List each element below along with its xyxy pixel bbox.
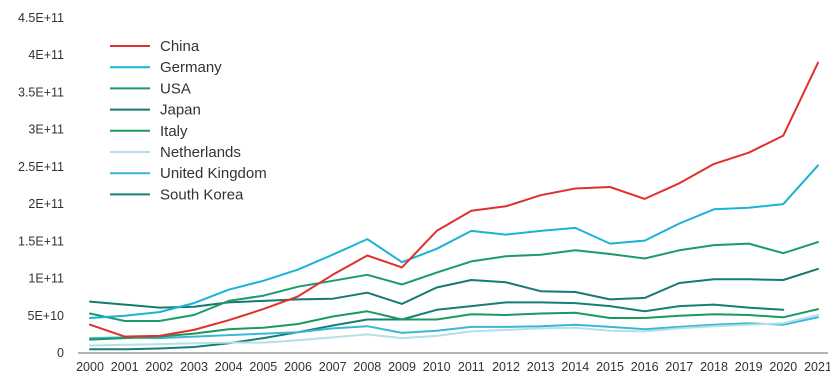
x-tick-label: 2012 xyxy=(492,360,520,372)
y-tick-label: 1.5E+11 xyxy=(18,234,64,248)
legend-item-netherlands: Netherlands xyxy=(110,144,241,161)
legend-item-south-korea: South Korea xyxy=(110,186,244,203)
x-tick-label: 2017 xyxy=(665,360,693,372)
legend-label: South Korea xyxy=(160,186,244,203)
series-line-usa xyxy=(89,241,819,322)
series-line-south-korea xyxy=(89,301,785,351)
legend-item-italy: Italy xyxy=(110,123,188,140)
x-tick-label: 2005 xyxy=(249,360,277,372)
series-line-germany xyxy=(89,164,819,319)
x-tick-label: 2004 xyxy=(215,360,243,372)
legend-item-germany: Germany xyxy=(110,59,222,76)
x-tick-label: 2007 xyxy=(319,360,347,372)
y-tick-label: 3E+11 xyxy=(28,123,64,137)
y-tick-label: 3.5E+11 xyxy=(18,85,64,99)
y-tick-label: 4E+11 xyxy=(28,48,64,62)
legend-label: USA xyxy=(160,80,191,97)
y-tick-label: 2.5E+11 xyxy=(18,160,64,174)
legend-label: Japan xyxy=(160,102,201,119)
x-tick-label: 2002 xyxy=(145,360,173,372)
x-tick-label: 2018 xyxy=(700,360,728,372)
x-tick-label: 2001 xyxy=(111,360,139,372)
x-tick-label: 2014 xyxy=(561,360,589,372)
x-tick-label: 2006 xyxy=(284,360,312,372)
series-line-united-kingdom xyxy=(89,316,819,340)
x-tick-label: 2013 xyxy=(527,360,555,372)
x-tick-label: 2000 xyxy=(76,360,104,372)
x-tick-label: 2008 xyxy=(353,360,381,372)
series-line-italy xyxy=(89,308,819,341)
legend-label: Italy xyxy=(160,123,188,140)
y-tick-label: 1E+11 xyxy=(28,272,64,286)
legend-label: China xyxy=(160,38,200,55)
legend: China Germany USA Japan Italy Netherlands Unit… xyxy=(110,38,267,203)
x-tick-label: 2020 xyxy=(769,360,797,372)
x-tick-label: 2011 xyxy=(458,360,485,372)
x-tick-label: 2010 xyxy=(423,360,451,372)
x-tick-label: 2019 xyxy=(735,360,763,372)
x-tick-label: 2021 xyxy=(804,360,830,372)
y-tick-label: 4.5E+11 xyxy=(18,11,64,25)
legend-label: Netherlands xyxy=(160,144,241,161)
legend-item-japan: Japan xyxy=(110,102,201,119)
legend-item-china: China xyxy=(110,38,200,55)
series-line-netherlands xyxy=(89,314,819,347)
x-tick-label: 2016 xyxy=(631,360,659,372)
x-axis-ticks: 2000 2001 2002 2003 2004 2005 2006 2007 2008 2009… xyxy=(76,360,830,372)
series-line-china xyxy=(89,61,819,338)
x-tick-label: 2009 xyxy=(388,360,416,372)
y-tick-label: 5E+10 xyxy=(28,309,65,323)
series-line-japan xyxy=(89,267,819,309)
legend-label: United Kingdom xyxy=(160,165,267,182)
legend-item-united-kingdom: United Kingdom xyxy=(110,165,267,182)
series-lines xyxy=(89,61,819,351)
x-tick-label: 2003 xyxy=(180,360,208,372)
y-tick-label: 2E+11 xyxy=(28,197,64,211)
y-tick-label: 0 xyxy=(57,346,64,360)
legend-item-usa: USA xyxy=(110,80,191,97)
legend-label: Germany xyxy=(160,59,222,76)
y-axis-ticks: 0 5E+10 1E+11 1.5E+11 2E+11 2.5E+11 3E+11 3.5E+… xyxy=(18,11,64,360)
x-tick-label: 2015 xyxy=(596,360,624,372)
